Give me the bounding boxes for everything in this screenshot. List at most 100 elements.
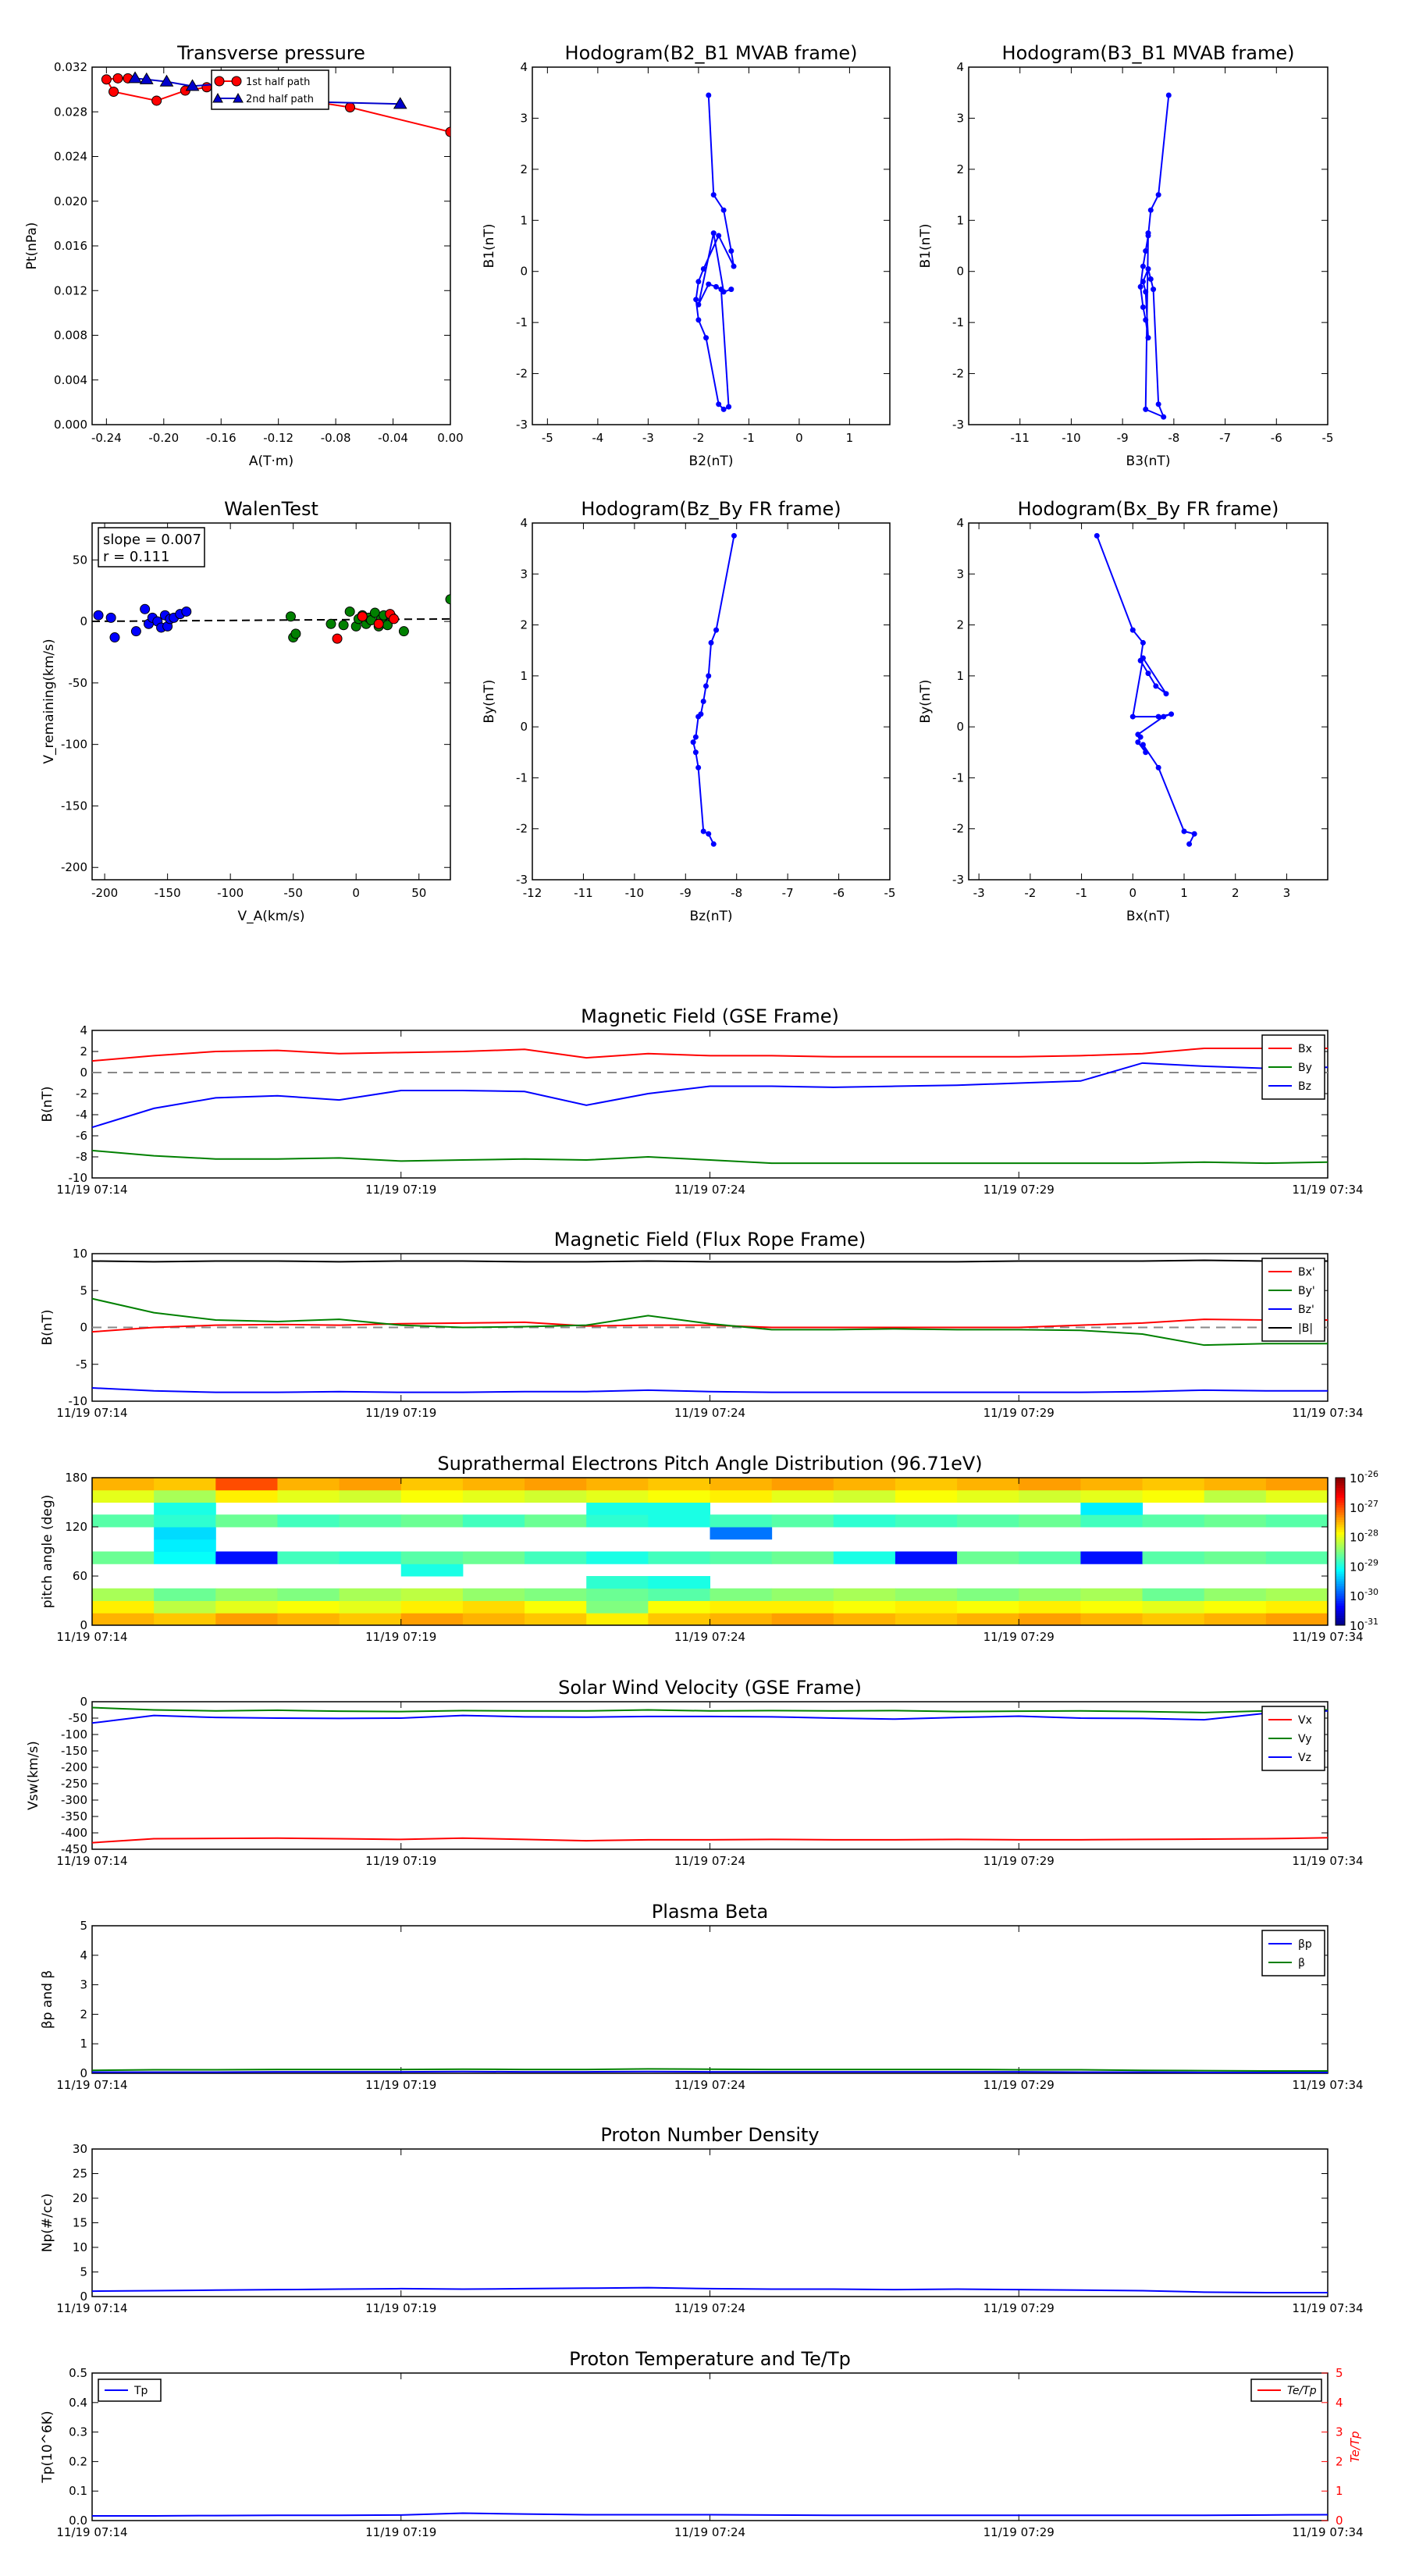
- series-line-3: [91, 1259, 1328, 1263]
- x-tick-label: -3: [642, 431, 654, 445]
- heatmap-cell: [1142, 1588, 1205, 1601]
- heatmap-cell: [586, 1502, 649, 1515]
- heatmap-cell: [462, 1478, 525, 1491]
- data-point: [1165, 92, 1172, 98]
- x-tick-label: 11/19 07:34: [1292, 2078, 1363, 2092]
- y-tick-label: 0.004: [54, 373, 87, 387]
- heatmap-cell: [957, 1514, 1019, 1528]
- heatmap-cell: [92, 1600, 155, 1614]
- data-point: [706, 673, 712, 679]
- y-tick-label: -8: [76, 1150, 87, 1164]
- plot-area: [92, 594, 450, 644]
- heatmap-cell: [1080, 1600, 1144, 1614]
- data-point: [1168, 711, 1175, 717]
- data-point: [1137, 283, 1144, 290]
- series-line-0: [91, 1318, 1328, 1333]
- data-point: [1155, 713, 1161, 720]
- heatmap-cell: [1019, 1551, 1081, 1564]
- colorbar-segment: [1336, 1615, 1345, 1619]
- y-tick-label: -250: [61, 1777, 87, 1791]
- heatmap-cell: [92, 1588, 155, 1601]
- heatmap-cell: [1019, 1588, 1081, 1601]
- series-line-2: [91, 1710, 1329, 1724]
- data-point: [344, 102, 355, 113]
- data-point: [128, 71, 142, 84]
- heatmap-cell: [154, 1539, 216, 1552]
- colorbar-segment: [1336, 1509, 1345, 1513]
- heatmap-cell: [339, 1489, 402, 1503]
- data-point: [706, 281, 712, 287]
- heatmap-cell: [957, 1600, 1019, 1614]
- data-point: [690, 739, 696, 745]
- heatmap-cell: [525, 1613, 587, 1626]
- y-tick-label: 120: [65, 1520, 87, 1534]
- data-point: [1191, 831, 1197, 837]
- data-point: [109, 632, 120, 643]
- panel-12: Proton Temperature and Te/Tp 11/19 07:14 1…: [40, 2348, 1364, 2539]
- colorbar-label-exponent: -27: [1364, 1499, 1378, 1509]
- colorbar-segment: [1336, 1590, 1345, 1594]
- x-tick-label: -1: [1076, 886, 1087, 900]
- colorbar-segment: [1336, 1598, 1345, 1601]
- heatmap-cell: [586, 1600, 649, 1614]
- colorbar-segment: [1336, 1497, 1345, 1500]
- legend-label: Vx: [1298, 1714, 1312, 1727]
- x-tick-label: 50: [411, 886, 426, 900]
- heatmap-cell: [339, 1551, 402, 1564]
- data-point: [720, 406, 727, 412]
- plot-area: [1137, 92, 1172, 420]
- legend-label: β: [1298, 1957, 1305, 1969]
- panel-11: Proton Number Density 11/19 07:14 11/19 07…: [40, 2124, 1364, 2315]
- heatmap-cell: [586, 1613, 649, 1626]
- panel-6: Magnetic Field (GSE Frame) 11/19 07:14 11/…: [40, 1005, 1364, 1197]
- data-point: [325, 618, 336, 629]
- data-point: [713, 627, 720, 633]
- chart-title: Proton Temperature and Te/Tp: [569, 2348, 851, 2370]
- x-tick-label: -2: [1024, 886, 1036, 900]
- y-tick-label: 0.1: [69, 2484, 87, 2498]
- x-tick-label: 11/19 07:24: [674, 2078, 745, 2092]
- heatmap-cell: [648, 1502, 710, 1515]
- data-point: [1145, 335, 1151, 341]
- heatmap-cell: [92, 1478, 155, 1491]
- y-tick-label: 0: [80, 2066, 87, 2080]
- heatmap-cell: [1204, 1551, 1267, 1564]
- x-tick-label: -4: [592, 431, 603, 445]
- colorbar-label-base: 10: [1350, 1501, 1364, 1515]
- y-tick-label: 50: [73, 553, 87, 567]
- legend-label: Bx': [1298, 1266, 1315, 1279]
- legend-label: Tp: [133, 2385, 148, 2397]
- colorbar-label: 10-27: [1350, 1499, 1378, 1515]
- x-tick-label: 11/19 07:14: [56, 1183, 127, 1197]
- x-tick-label: 11/19 07:14: [56, 1630, 127, 1644]
- data-point: [728, 248, 735, 254]
- colorbar-label-base: 10: [1350, 1560, 1364, 1574]
- heatmap-cell: [525, 1489, 587, 1503]
- x-tick-label: 1: [846, 431, 854, 445]
- fit-line: [92, 617, 450, 623]
- legend-marker: [214, 76, 225, 87]
- x-tick-label: -6: [833, 886, 845, 900]
- y-tick-label: -450: [61, 1842, 87, 1856]
- heatmap-cell: [462, 1600, 525, 1614]
- x-tick-label: -10: [1062, 431, 1081, 445]
- heatmap-cell: [339, 1514, 402, 1528]
- x-tick-label: 11/19 07:34: [1292, 1854, 1363, 1868]
- colorbar-segment: [1336, 1553, 1345, 1557]
- heatmap-cell: [215, 1478, 278, 1491]
- heatmap-cell: [462, 1489, 525, 1503]
- data-point: [1151, 286, 1157, 293]
- data-point: [344, 606, 355, 617]
- data-point: [710, 841, 717, 847]
- heatmap-cell: [1080, 1489, 1144, 1503]
- y-tick-label: -350: [61, 1809, 87, 1823]
- heatmap-cell: [586, 1588, 649, 1601]
- data-point: [1140, 655, 1146, 661]
- x-tick-label: -9: [680, 886, 692, 900]
- heatmap-cell: [1142, 1613, 1205, 1626]
- data-point: [710, 192, 717, 198]
- data-point: [706, 831, 712, 837]
- x-tick-label: 11/19 07:24: [674, 1854, 745, 1868]
- series-line-0: [92, 2512, 1329, 2517]
- series-line-1: [91, 1149, 1329, 1165]
